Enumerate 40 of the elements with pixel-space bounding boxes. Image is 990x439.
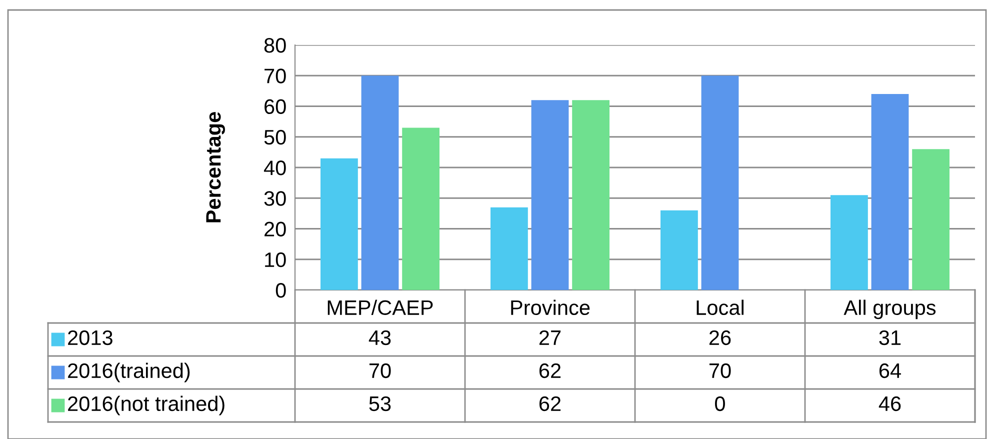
bar bbox=[660, 210, 698, 290]
data-label: 0 bbox=[715, 396, 725, 412]
data-label: 62 bbox=[539, 363, 561, 378]
data-label: 31 bbox=[879, 330, 901, 346]
data-label: 64 bbox=[879, 363, 901, 378]
data-label: 27 bbox=[539, 330, 561, 345]
legend-label: 2013 bbox=[68, 330, 112, 346]
bar bbox=[572, 100, 610, 290]
y-axis-title: Percentage bbox=[206, 112, 225, 222]
x-tick-label: Province bbox=[511, 300, 590, 316]
bar bbox=[320, 158, 358, 290]
bar bbox=[830, 195, 868, 290]
data-label: 70 bbox=[709, 363, 731, 378]
y-tick-label: 20 bbox=[264, 222, 286, 237]
data-label: 46 bbox=[878, 396, 901, 412]
bar bbox=[701, 76, 739, 290]
x-tick-label: Local bbox=[696, 300, 744, 316]
data-label: 26 bbox=[709, 330, 731, 346]
y-tick-label: 50 bbox=[264, 130, 286, 145]
bar bbox=[361, 76, 399, 290]
x-tick-label: All groups bbox=[844, 300, 936, 320]
x-tick-label: MEP/CAEP bbox=[328, 300, 433, 316]
y-tick-label: 30 bbox=[264, 191, 286, 206]
data-label: 70 bbox=[369, 363, 391, 378]
y-tick-label: 0 bbox=[276, 283, 286, 298]
y-tick-label: 60 bbox=[264, 99, 286, 114]
y-tick-label: 10 bbox=[265, 252, 286, 268]
bar bbox=[402, 128, 440, 290]
legend-label: 2016(trained) bbox=[68, 362, 190, 382]
y-tick-label: 80 bbox=[264, 38, 286, 53]
bar bbox=[912, 149, 950, 290]
y-tick-label: 70 bbox=[264, 68, 286, 84]
legend-label: 2016(not trained) bbox=[68, 396, 224, 416]
bar bbox=[531, 100, 569, 290]
y-tick-label: 40 bbox=[264, 160, 286, 176]
data-label: 43 bbox=[368, 330, 391, 346]
bar bbox=[490, 207, 528, 290]
data-label: 53 bbox=[369, 396, 391, 412]
bar bbox=[871, 94, 909, 290]
data-label: 62 bbox=[539, 396, 561, 412]
